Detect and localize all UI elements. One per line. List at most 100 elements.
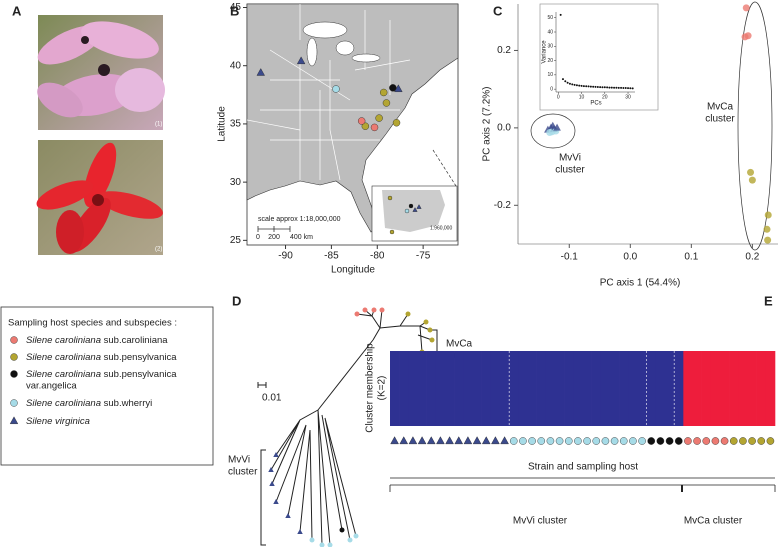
host-marker xyxy=(426,436,436,445)
host-marker xyxy=(757,437,766,445)
phylogenetic-tree xyxy=(257,309,438,546)
site-marker xyxy=(392,119,401,127)
x-tick-label: 0.0 xyxy=(623,252,637,263)
membership-bar xyxy=(555,351,565,426)
host-marker xyxy=(766,437,775,445)
panel-label: D xyxy=(232,293,241,308)
legend-label: Silene caroliniana sub.caroliniana xyxy=(26,335,168,346)
pca-point xyxy=(741,33,749,41)
legend-species: Silene caroliniana xyxy=(26,335,101,346)
legend-species: Silene caroliniana xyxy=(26,369,101,380)
membership-bar xyxy=(435,351,446,426)
host-marker xyxy=(583,437,591,445)
inset-site xyxy=(387,195,393,201)
scree-point xyxy=(631,87,634,90)
membership-bar xyxy=(463,351,473,426)
site-marker xyxy=(382,99,391,107)
scale-bar-label: 0 xyxy=(256,234,260,241)
cluster-label: cluster xyxy=(228,467,258,478)
photo-label: (1) xyxy=(155,122,162,128)
membership-bar xyxy=(481,351,492,426)
tree-tip xyxy=(268,467,274,472)
membership-bar xyxy=(628,351,638,426)
y-axis-label: PC axis 2 (7.2%) xyxy=(482,86,493,161)
host-marker xyxy=(711,437,720,445)
y-tick-label: -0.2 xyxy=(494,200,512,211)
tree-tip xyxy=(273,499,279,504)
scree-point xyxy=(622,87,625,89)
scree-point xyxy=(599,86,602,89)
membership-bar xyxy=(408,351,418,426)
y-axis-label: (K=2) xyxy=(377,376,388,401)
scree-point xyxy=(566,81,569,84)
host-marker xyxy=(729,437,738,445)
legend-variety: var.angelica xyxy=(26,381,77,392)
tree-tip xyxy=(362,307,368,313)
scree-point xyxy=(620,86,623,89)
group-label: MvCa cluster xyxy=(684,516,743,527)
host-marker xyxy=(436,436,445,445)
host-marker xyxy=(739,437,747,445)
legend-subspecies: sub.caroliniana xyxy=(104,335,169,346)
site-marker xyxy=(394,84,403,92)
legend-species: Silene caroliniana xyxy=(26,398,101,409)
scree-point xyxy=(585,85,588,88)
membership-bar xyxy=(692,351,702,426)
scree-point xyxy=(575,84,578,87)
scree-point xyxy=(578,84,581,87)
membership-bar xyxy=(573,351,583,426)
host-marker xyxy=(555,437,564,445)
tree-tip xyxy=(353,533,359,539)
host-marker xyxy=(592,437,601,445)
site-marker xyxy=(361,122,370,130)
membership-bar xyxy=(582,351,592,426)
site-marker xyxy=(256,68,265,76)
x-tick-label: 0.2 xyxy=(745,252,759,263)
host-marker xyxy=(390,436,399,445)
membership-bar xyxy=(417,351,427,426)
host-marker xyxy=(629,437,637,445)
host-marker xyxy=(528,437,536,445)
scree-point xyxy=(564,80,567,83)
membership-bar xyxy=(545,351,556,426)
scree-point xyxy=(596,86,599,88)
pca-point xyxy=(546,129,554,137)
group-label: MvVi cluster xyxy=(513,516,568,527)
scree-point xyxy=(561,78,564,81)
membership-bar xyxy=(646,351,657,426)
panel-label: C xyxy=(493,3,503,18)
scree-point xyxy=(627,87,630,90)
tree-tip xyxy=(429,337,435,343)
membership-bar xyxy=(674,351,684,426)
y-tick-label: 0.0 xyxy=(497,123,511,134)
inset-x-tick-label: 30 xyxy=(625,94,631,100)
pca-point xyxy=(548,121,557,129)
map xyxy=(246,3,459,246)
host-marker xyxy=(665,437,674,445)
membership-bar xyxy=(490,351,501,426)
legend-box xyxy=(0,306,214,466)
host-marker xyxy=(537,437,546,445)
membership-bar xyxy=(536,351,547,426)
membership-bar xyxy=(426,351,437,426)
host-marker xyxy=(702,437,711,445)
host-marker xyxy=(564,437,573,445)
site-marker xyxy=(332,85,340,93)
x-tick-label: -75 xyxy=(416,251,431,262)
scree-point xyxy=(606,86,609,89)
membership-bar xyxy=(399,351,409,426)
site-marker xyxy=(375,114,383,122)
membership-bar xyxy=(720,351,730,426)
pca-point xyxy=(763,225,771,233)
x-axis-label: PC axis 1 (54.4%) xyxy=(600,278,681,289)
tree-tip xyxy=(405,311,411,317)
scree-point xyxy=(608,86,611,89)
pca-point xyxy=(553,123,561,131)
inset-site xyxy=(408,203,414,209)
scree-point xyxy=(617,86,620,89)
photo-label: (2) xyxy=(155,247,162,253)
inset-y-tick-label: 10 xyxy=(547,72,553,78)
membership-bar xyxy=(655,351,666,426)
tree-scale-label: 0.01 xyxy=(262,393,282,404)
